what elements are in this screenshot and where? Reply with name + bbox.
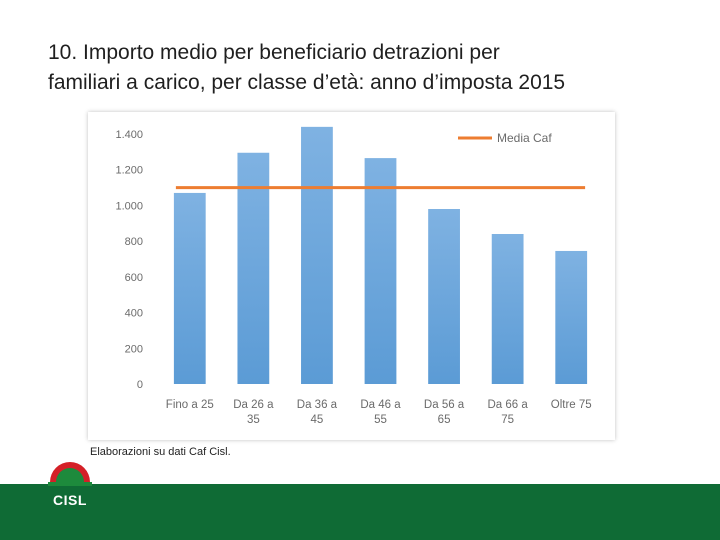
title-line-2: familiari a carico, per classe d’età: an… <box>48 71 566 94</box>
x-tick-label: 75 <box>501 414 514 426</box>
y-tick-label: 400 <box>125 308 143 320</box>
x-tick-label: 45 <box>311 414 324 426</box>
bar-chart: 0 200 400 600 800 1.000 1.200 1.400 Fino a 25 Da … <box>88 112 615 440</box>
x-tick-label: Da 66 a <box>488 399 529 411</box>
y-tick-label: 800 <box>125 236 143 248</box>
x-tick-label: Da 36 a <box>297 399 338 411</box>
logo-emblem-icon <box>48 462 92 486</box>
y-tick-label: 0 <box>137 379 143 391</box>
x-tick-label: 65 <box>438 414 451 426</box>
x-tick-label: Da 26 a <box>233 399 274 411</box>
x-tick-label: 35 <box>247 414 260 426</box>
chart-svg: 0 200 400 600 800 1.000 1.200 1.400 Fino a 25 Da … <box>115 126 592 426</box>
bar <box>491 234 524 384</box>
bar <box>301 126 333 384</box>
y-tick-label: 600 <box>125 272 143 284</box>
y-tick-label: 1.200 <box>115 165 143 177</box>
x-tick-label: 55 <box>374 414 387 426</box>
x-tick-label: Oltre 75 <box>551 399 592 411</box>
slide-title: 10. Importo medio per beneficiario detra… <box>48 38 688 98</box>
legend-label: Media Caf <box>497 131 552 145</box>
y-tick-label: 1.400 <box>115 129 143 141</box>
x-tick-label: Da 56 a <box>424 399 465 411</box>
y-tick-label: 200 <box>125 343 143 355</box>
bar <box>173 192 206 384</box>
y-tick-label: 1.000 <box>115 200 143 212</box>
bar <box>364 158 397 384</box>
x-tick-label: Fino a 25 <box>166 399 214 411</box>
x-tick-label: Da 46 a <box>360 399 401 411</box>
source-note: Elaborazioni su dati Caf Cisl. <box>90 446 231 458</box>
bar <box>237 152 270 384</box>
bar <box>428 209 460 384</box>
logo-text: CISL <box>53 492 87 508</box>
footer-bar <box>0 484 720 540</box>
cisl-logo: CISL <box>44 448 96 518</box>
bar <box>555 250 588 384</box>
title-line-1: 10. Importo medio per beneficiario detra… <box>48 41 500 64</box>
